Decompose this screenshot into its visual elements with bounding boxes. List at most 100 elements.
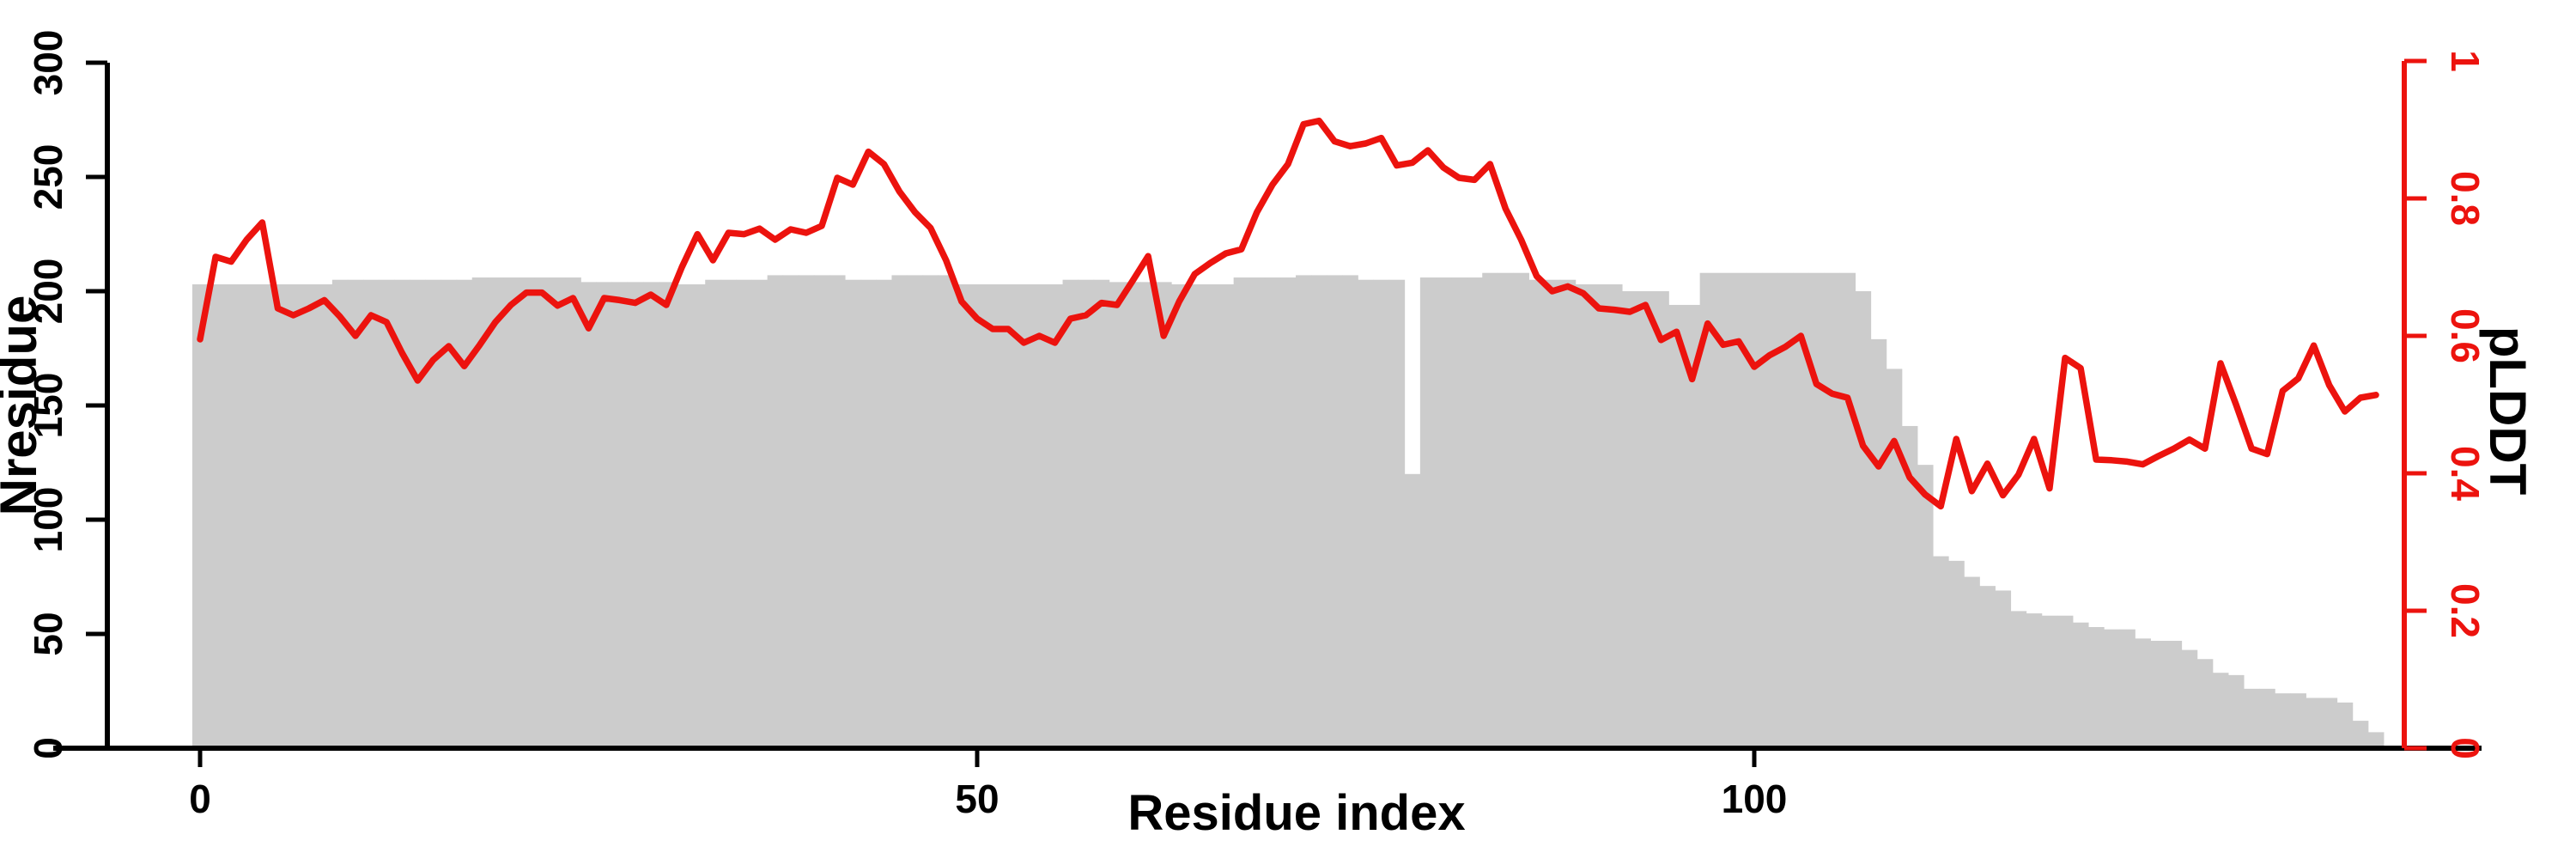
bar [301,284,318,748]
right-tick-label: 1 [2443,50,2488,72]
right-axis-title: pLDDT [2479,326,2537,496]
bar [1000,284,1017,748]
bar [845,279,861,748]
bar [674,284,690,748]
bar [627,282,644,748]
bar [519,277,535,748]
left-axis: 0 50 100 150 200 250 300 [26,30,110,759]
bar [2104,629,2120,748]
bar [239,284,255,748]
bar [782,275,799,748]
bar [1528,279,1546,748]
bar [2212,673,2229,748]
bar [363,279,380,748]
bar [2135,638,2151,748]
bar [1575,284,1592,748]
bar [1559,279,1577,748]
bar [2196,659,2214,748]
bar [1078,279,1095,748]
x-tick-label: 100 [1722,777,1788,821]
bar [1373,279,1390,748]
bar [1498,272,1514,749]
bar [1979,586,1996,748]
right-tick-label: 0.4 [2443,446,2488,501]
bar [1124,282,1141,748]
bar [705,279,721,748]
bar [285,284,302,748]
bar [1824,272,1840,749]
bar [1171,284,1188,748]
bar [938,275,955,748]
right-tick-label: 0.8 [2443,171,2488,226]
bar [2244,688,2260,748]
bar [829,275,846,748]
bar [1964,576,1980,748]
bar [1109,282,1126,748]
bar [2228,674,2245,748]
bar [2166,640,2183,748]
bar [720,279,737,748]
right-tick-label: 0.6 [2443,308,2488,363]
bar [611,282,629,748]
bar [1467,277,1483,748]
bar [1513,272,1529,749]
bar [1699,272,1716,749]
bar [2259,688,2275,748]
bar [2181,649,2198,748]
bar [891,275,908,748]
bar [751,279,769,748]
x-axis-title: Residue index [1127,785,1465,841]
bar [502,277,519,748]
bar [922,275,939,748]
right-tick-label: 0.2 [2443,583,2488,638]
bar [1156,282,1172,748]
bar [860,279,877,748]
bar [2321,698,2338,748]
bar [2088,627,2105,748]
bar [1342,275,1358,748]
bar [907,275,924,748]
bar [1668,304,1685,749]
bar [2336,702,2354,748]
bar [813,275,830,748]
bar [550,277,566,748]
bar [1746,272,1763,749]
bar [1544,279,1561,748]
bar [456,279,473,748]
bar [1637,291,1654,748]
bar [425,279,441,748]
bar [347,279,364,748]
right-tick-label: 0 [2443,737,2488,759]
bar [1901,425,1918,748]
bar [1870,338,1887,748]
bar [1793,272,1809,749]
bar [1482,272,1498,749]
bar [1093,279,1110,748]
bar [2026,613,2043,748]
bar [1730,272,1747,749]
bar [1839,272,1856,749]
bar [316,284,333,748]
bar [2119,629,2136,748]
bar [642,282,659,748]
bar [1855,291,1872,748]
bar [1233,277,1250,748]
bar [953,284,970,748]
bar [1622,291,1638,748]
bar [1590,284,1607,748]
bar [1388,279,1406,748]
bar [1047,284,1063,748]
bar [1187,284,1203,748]
right-axis: 0 0.2 0.4 0.6 0.8 1 [2402,50,2488,759]
bar [1808,272,1825,749]
bar [1777,272,1794,749]
bar [580,282,597,748]
bar [1140,282,1157,748]
bar [1762,272,1778,749]
bar [410,279,426,748]
bar [191,284,209,748]
bar [1062,279,1079,748]
bar [1202,284,1218,748]
bar [394,279,410,748]
